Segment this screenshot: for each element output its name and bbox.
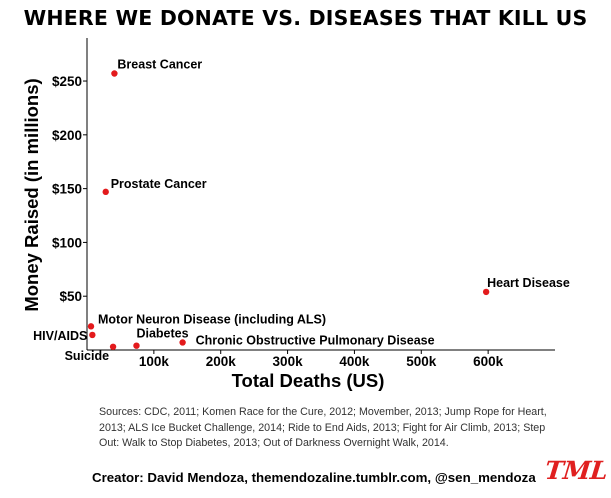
- x-tick-label: 200k: [206, 354, 237, 369]
- chart-title: WHERE WE DONATE VS. DISEASES THAT KILL U…: [23, 6, 588, 30]
- data-point: [87, 323, 95, 330]
- data-label: Diabetes: [136, 327, 188, 341]
- data-labels: Breast Cancer Prostate Cancer Heart Diseas…: [33, 58, 570, 363]
- data-point: [179, 339, 186, 346]
- axes: [86, 38, 555, 351]
- y-axis-label: Money Raised (in millions): [21, 78, 42, 311]
- y-tick-label: $200: [52, 128, 82, 143]
- creator-credit: Creator: David Mendoza, themendozaline.t…: [92, 470, 536, 485]
- x-tick-label: 400k: [339, 354, 370, 369]
- x-tick-label: 500k: [406, 354, 437, 369]
- y-tick-label: $100: [52, 235, 82, 250]
- data-point: [102, 188, 109, 196]
- data-label: HIV/AIDS: [33, 329, 87, 343]
- data-label: Chronic Obstructive Pulmonary Disease: [196, 333, 435, 347]
- y-tick-label: $150: [52, 182, 82, 197]
- data-label: Heart Disease: [487, 276, 570, 290]
- sources-note: Sources: CDC, 2011; Komen Race for the C…: [99, 406, 547, 449]
- data-label: Motor Neuron Disease (including ALS): [98, 312, 326, 326]
- x-tick-label: 600k: [473, 354, 504, 369]
- x-tick-label: 100k: [139, 354, 170, 369]
- data-point: [89, 331, 96, 339]
- axis-ticks: $50 $100 $150 $200 $250 100k 200k 300k 400k 500k 6…: [52, 74, 504, 369]
- y-tick-label: $50: [59, 289, 82, 304]
- y-tick-label: $250: [52, 74, 82, 89]
- data-point: [109, 343, 117, 350]
- data-label: Breast Cancer: [117, 58, 202, 72]
- data-points: [87, 70, 490, 350]
- data-label: Prostate Cancer: [111, 177, 207, 191]
- x-tick-label: 300k: [273, 354, 304, 369]
- x-axis-label: Total Deaths (US): [232, 370, 385, 391]
- data-label: Suicide: [65, 349, 110, 363]
- data-point: [482, 288, 490, 296]
- data-point: [111, 70, 118, 77]
- tml-logo: TML: [543, 456, 609, 485]
- data-point: [133, 342, 140, 349]
